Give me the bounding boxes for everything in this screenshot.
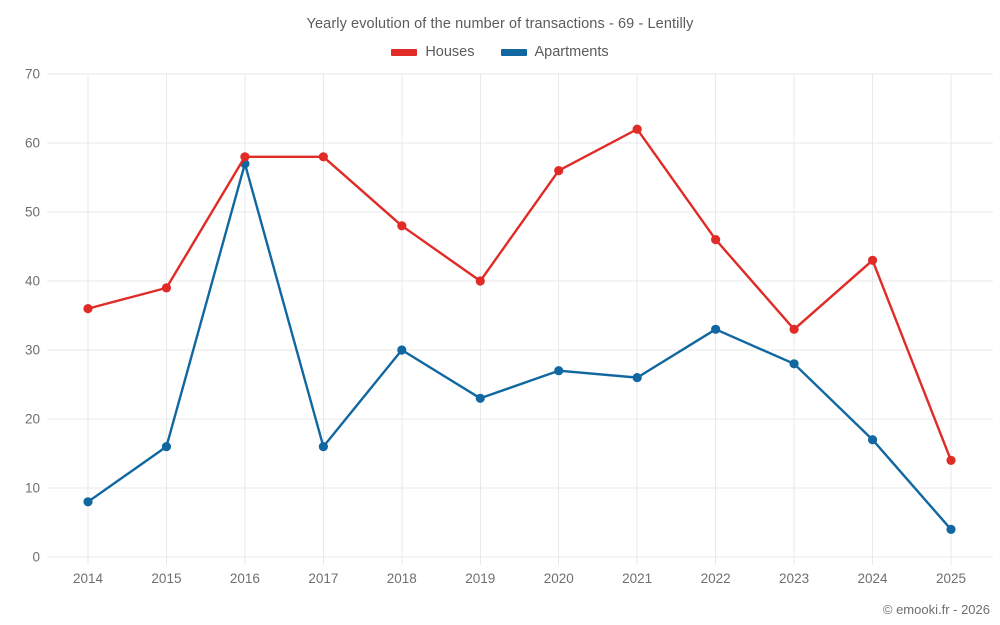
data-point[interactable] <box>946 524 956 535</box>
legend-swatch-apartments <box>500 48 527 56</box>
legend-item-houses[interactable]: Houses <box>391 44 475 60</box>
x-axis-tick-label: 2025 <box>935 571 967 586</box>
data-point[interactable] <box>475 393 485 403</box>
data-point[interactable] <box>83 497 93 507</box>
y-axis-tick-label: 20 <box>24 411 40 427</box>
x-axis-tick-label: 2014 <box>72 571 104 586</box>
data-point[interactable] <box>161 442 172 452</box>
legend-swatch-houses <box>391 48 418 56</box>
data-point[interactable] <box>240 152 250 162</box>
data-point[interactable] <box>397 345 407 355</box>
x-axis-tick-label: 2016 <box>229 571 260 586</box>
data-point[interactable] <box>475 276 485 286</box>
data-point[interactable] <box>789 359 799 369</box>
x-axis-tick-label: 2022 <box>700 571 731 586</box>
series-line-apartments <box>86 162 953 531</box>
data-point[interactable] <box>161 283 172 293</box>
data-point[interactable] <box>318 442 328 452</box>
y-axis-tick-label: 0 <box>32 549 40 565</box>
data-point[interactable] <box>632 373 642 383</box>
copyright-note: © emooki.fr - 2026 <box>882 602 990 617</box>
y-axis-tick-label: 60 <box>24 135 40 151</box>
data-point[interactable] <box>632 124 642 134</box>
y-axis-tick-label: 10 <box>24 480 40 496</box>
data-point[interactable] <box>397 221 407 231</box>
x-axis-tick-label: 2018 <box>386 571 417 586</box>
y-axis-tick-label: 30 <box>24 342 40 358</box>
x-axis-tick-label: 2020 <box>543 571 574 586</box>
data-point[interactable] <box>711 235 721 245</box>
y-axis-tick-label: 70 <box>24 66 40 82</box>
data-point[interactable] <box>946 455 956 465</box>
data-point[interactable] <box>554 366 564 376</box>
x-axis-tick-label: 2024 <box>857 571 888 586</box>
legend-item-apartments[interactable]: Apartments <box>500 44 609 60</box>
legend-label-apartments: Apartments <box>534 44 609 60</box>
data-point[interactable] <box>867 435 878 445</box>
chart-legend: Houses Apartments <box>0 44 1000 60</box>
y-axis-tick-label: 40 <box>24 273 40 289</box>
x-axis-tick-label: 2015 <box>151 571 182 586</box>
x-axis-tick-label: 2017 <box>308 571 339 586</box>
data-point[interactable] <box>711 324 721 334</box>
chart-title: Yearly evolution of the number of transa… <box>306 16 694 32</box>
legend-label-houses: Houses <box>425 44 475 60</box>
data-point[interactable] <box>318 152 328 162</box>
data-point[interactable] <box>867 255 878 265</box>
data-point[interactable] <box>789 324 799 334</box>
y-axis-tick-label: 50 <box>24 204 40 220</box>
x-axis-tick-label: 2021 <box>622 571 653 586</box>
series-line-houses <box>86 127 953 462</box>
data-point[interactable] <box>83 304 93 314</box>
x-axis-tick-label: 2023 <box>779 571 810 586</box>
x-axis-tick-label: 2019 <box>465 571 496 586</box>
data-point[interactable] <box>554 166 564 176</box>
